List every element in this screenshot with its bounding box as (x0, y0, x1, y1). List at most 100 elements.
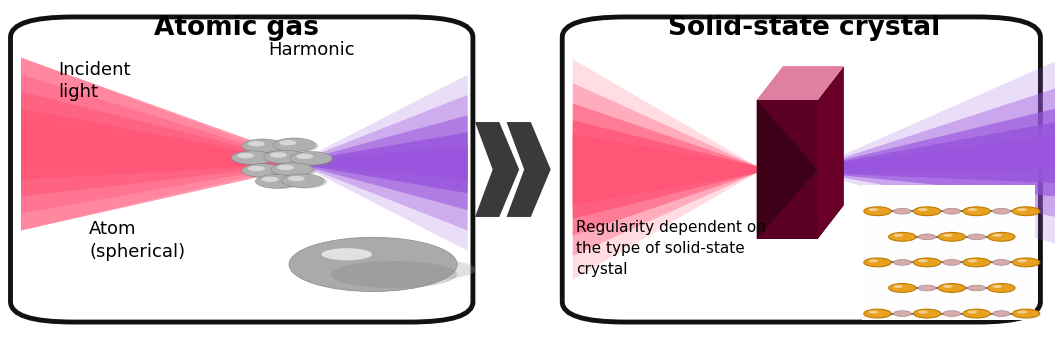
Polygon shape (573, 120, 756, 219)
Circle shape (271, 163, 313, 176)
Circle shape (280, 140, 296, 145)
Circle shape (255, 175, 298, 188)
Polygon shape (756, 66, 844, 100)
Polygon shape (573, 59, 756, 280)
Circle shape (967, 208, 977, 211)
Text: Regularity dependent on
the type of solid-state
crystal: Regularity dependent on the type of soli… (576, 220, 766, 277)
Circle shape (267, 151, 309, 165)
Circle shape (868, 208, 878, 211)
Circle shape (868, 259, 878, 262)
Circle shape (987, 284, 1015, 293)
Circle shape (242, 164, 284, 177)
Circle shape (1013, 258, 1040, 267)
Polygon shape (475, 122, 519, 217)
Circle shape (293, 153, 335, 166)
Circle shape (993, 260, 1011, 265)
Circle shape (918, 311, 927, 314)
Circle shape (282, 174, 324, 187)
Circle shape (918, 285, 936, 291)
Circle shape (943, 311, 961, 316)
Polygon shape (300, 132, 467, 193)
Circle shape (894, 285, 903, 288)
Text: Atomic gas: Atomic gas (154, 15, 319, 41)
Polygon shape (300, 95, 467, 231)
Polygon shape (21, 75, 300, 214)
Bar (862, 185, 1035, 320)
Circle shape (242, 139, 284, 153)
Polygon shape (573, 83, 756, 256)
FancyBboxPatch shape (562, 17, 1040, 322)
Polygon shape (506, 122, 551, 217)
Polygon shape (21, 58, 300, 231)
Polygon shape (573, 103, 756, 236)
Circle shape (943, 260, 961, 265)
Polygon shape (756, 205, 844, 239)
Circle shape (943, 285, 953, 288)
Circle shape (273, 138, 315, 152)
Circle shape (270, 152, 287, 158)
Polygon shape (818, 66, 844, 239)
Circle shape (237, 153, 254, 158)
Circle shape (1017, 259, 1027, 262)
Circle shape (289, 237, 457, 292)
Circle shape (864, 309, 891, 318)
Polygon shape (756, 100, 818, 239)
Polygon shape (818, 108, 1055, 197)
Polygon shape (300, 115, 467, 210)
Circle shape (262, 177, 279, 182)
Circle shape (967, 259, 977, 262)
Polygon shape (300, 146, 467, 180)
Circle shape (288, 176, 305, 181)
Circle shape (234, 152, 276, 165)
Circle shape (231, 151, 273, 164)
Polygon shape (300, 75, 467, 251)
Circle shape (993, 208, 1011, 214)
Circle shape (967, 234, 985, 240)
Circle shape (963, 309, 991, 318)
Circle shape (888, 284, 916, 293)
Circle shape (943, 234, 953, 237)
Circle shape (894, 311, 912, 316)
Circle shape (277, 165, 294, 170)
Circle shape (918, 208, 927, 211)
Polygon shape (818, 122, 1055, 183)
Circle shape (914, 258, 941, 267)
Circle shape (993, 285, 1002, 288)
Ellipse shape (331, 261, 457, 288)
Circle shape (245, 165, 287, 178)
Polygon shape (818, 61, 1055, 244)
Circle shape (296, 154, 313, 159)
Circle shape (914, 309, 941, 318)
Circle shape (967, 285, 985, 291)
Circle shape (987, 233, 1015, 241)
Circle shape (894, 234, 903, 237)
Circle shape (938, 233, 965, 241)
Circle shape (264, 150, 306, 164)
Polygon shape (21, 92, 300, 197)
Circle shape (943, 208, 961, 214)
Circle shape (967, 311, 977, 314)
Circle shape (914, 207, 941, 216)
FancyBboxPatch shape (11, 17, 473, 322)
Circle shape (1017, 311, 1027, 314)
Circle shape (274, 164, 316, 177)
Circle shape (888, 233, 916, 241)
Ellipse shape (322, 248, 372, 260)
Circle shape (894, 260, 912, 265)
Circle shape (258, 176, 301, 189)
Text: Harmonic: Harmonic (268, 41, 354, 59)
Circle shape (868, 311, 878, 314)
Circle shape (918, 234, 936, 240)
Circle shape (1013, 309, 1040, 318)
Polygon shape (21, 108, 300, 180)
Circle shape (894, 208, 912, 214)
Polygon shape (21, 122, 300, 166)
Polygon shape (818, 136, 1055, 173)
Text: Solid-state crystal: Solid-state crystal (668, 15, 940, 41)
Circle shape (963, 258, 991, 267)
Circle shape (248, 166, 265, 171)
Ellipse shape (291, 256, 476, 283)
Polygon shape (573, 134, 756, 205)
Circle shape (864, 207, 891, 216)
Polygon shape (818, 88, 1055, 217)
